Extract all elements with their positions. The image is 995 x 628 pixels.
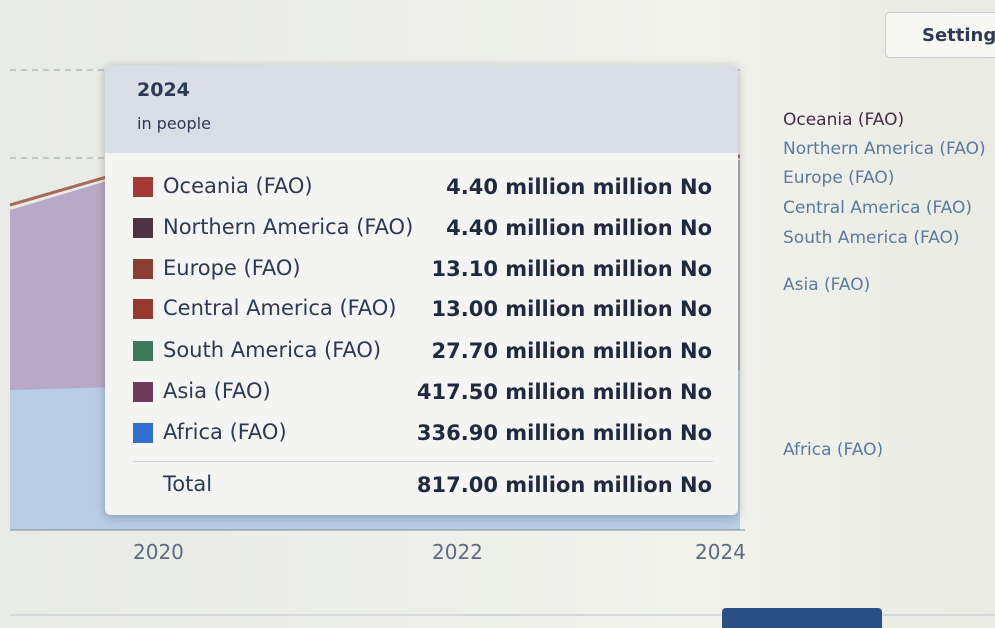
- series-value: 13.00 million million No: [432, 297, 712, 321]
- tooltip-row: Asia (FAO) 417.50 million million No: [105, 374, 738, 410]
- total-label: Total: [163, 472, 212, 496]
- color-swatch: [133, 299, 153, 319]
- tooltip-total: Total 817.00 million million No: [105, 467, 738, 503]
- tooltip-subtitle: in people: [137, 114, 211, 133]
- series-value: 417.50 million million No: [417, 380, 712, 404]
- series-value: 27.70 million million No: [432, 339, 712, 363]
- series-value: 336.90 million million No: [417, 421, 712, 445]
- legend-label: Europe (FAO): [783, 168, 894, 188]
- series-name: South America (FAO): [163, 338, 381, 362]
- x-tick-label: 2024: [695, 540, 746, 564]
- series-name: Asia (FAO): [163, 379, 271, 403]
- tooltip-row: South America (FAO) 27.70 million million…: [105, 333, 738, 369]
- legend-label: Northern America (FAO): [783, 139, 986, 159]
- series-name: Europe (FAO): [163, 256, 301, 280]
- legend-label: Central America (FAO): [783, 198, 972, 218]
- tooltip-row: Africa (FAO) 336.90 million million No: [105, 415, 738, 451]
- x-tick-label: 2020: [133, 540, 184, 564]
- series-value: 4.40 million million No: [446, 216, 712, 240]
- color-swatch: [133, 177, 153, 197]
- tooltip-row: Oceania (FAO) 4.40 million million No: [105, 169, 738, 205]
- tooltip-header: [105, 65, 738, 153]
- legend-label: Africa (FAO): [783, 440, 883, 460]
- color-swatch: [133, 259, 153, 279]
- legend-label: Oceania (FAO): [783, 110, 904, 130]
- color-swatch: [133, 218, 153, 238]
- color-swatch: [133, 341, 153, 361]
- series-name: Africa (FAO): [163, 420, 287, 444]
- tooltip-row: Central America (FAO) 13.00 million milli…: [105, 291, 738, 327]
- screen: Settings 2024 in people Oceania (FAO) 4.4…: [0, 0, 995, 628]
- tooltip-row: Northern America (FAO) 4.40 million milli…: [105, 210, 738, 246]
- color-swatch: [133, 382, 153, 402]
- tooltip-row: Europe (FAO) 13.10 million million No: [105, 251, 738, 287]
- legend-label: South America (FAO): [783, 228, 960, 248]
- x-tick-label: 2022: [432, 540, 483, 564]
- series-name: Oceania (FAO): [163, 174, 313, 198]
- series-name: Northern America (FAO): [163, 215, 413, 239]
- series-value: 13.10 million million No: [432, 257, 712, 281]
- total-value: 817.00 million million No: [417, 473, 712, 497]
- divider: [133, 461, 713, 462]
- settings-button[interactable]: Settings: [885, 12, 995, 58]
- tooltip-title: 2024: [137, 79, 190, 101]
- series-value: 4.40 million million No: [446, 175, 712, 199]
- tooltip: 2024 in people Oceania (FAO) 4.40 million…: [105, 65, 738, 515]
- series-name: Central America (FAO): [163, 296, 397, 320]
- color-swatch: [133, 423, 153, 443]
- legend-label: Asia (FAO): [783, 275, 870, 295]
